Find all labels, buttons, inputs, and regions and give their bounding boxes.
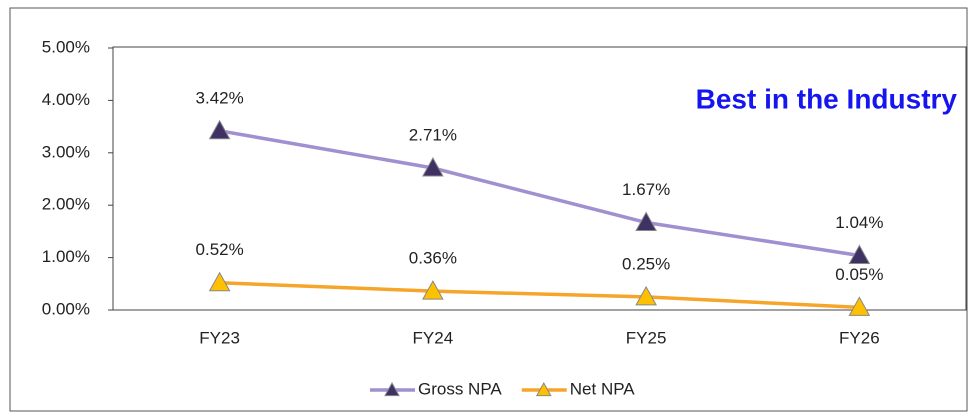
marker: [208, 119, 231, 140]
series-line: [219, 281, 860, 310]
data-label: 0.05%: [835, 265, 883, 284]
legend-marker: [384, 381, 400, 397]
data-label: 0.36%: [409, 249, 457, 268]
x-tick-label: FY26: [839, 328, 880, 347]
marker: [848, 296, 871, 316]
y-tick-label: 4.00%: [42, 90, 90, 109]
series-line: [219, 129, 860, 258]
legend-marker: [535, 381, 552, 397]
data-label: 3.42%: [196, 88, 244, 107]
y-tick-label: 5.00%: [42, 37, 90, 56]
y-tick-label: 1.00%: [42, 247, 90, 266]
marker: [422, 156, 444, 177]
plot-frame: [112, 46, 967, 311]
marker: [635, 285, 657, 306]
annotation: Best in the Industry: [696, 83, 958, 114]
x-tick-label: FY24: [413, 328, 454, 347]
marker: [848, 244, 871, 265]
y-tick-label: 3.00%: [42, 142, 90, 161]
y-tick-label: 2.00%: [42, 195, 90, 214]
data-label: 1.67%: [622, 180, 670, 199]
chart-frame: [9, 7, 968, 412]
marker: [635, 211, 657, 231]
marker: [208, 271, 231, 292]
data-label: 0.52%: [196, 240, 244, 259]
x-tick-label: FY25: [626, 328, 667, 347]
x-tick-label: FY23: [199, 328, 240, 347]
data-label: 2.71%: [409, 125, 457, 144]
legend-label: Net NPA: [570, 379, 636, 398]
data-label: 1.04%: [835, 213, 883, 232]
y-tick-label: 0.00%: [42, 299, 90, 318]
marker: [422, 280, 444, 300]
data-label: 0.25%: [622, 254, 670, 273]
legend-label: Gross NPA: [418, 379, 502, 398]
